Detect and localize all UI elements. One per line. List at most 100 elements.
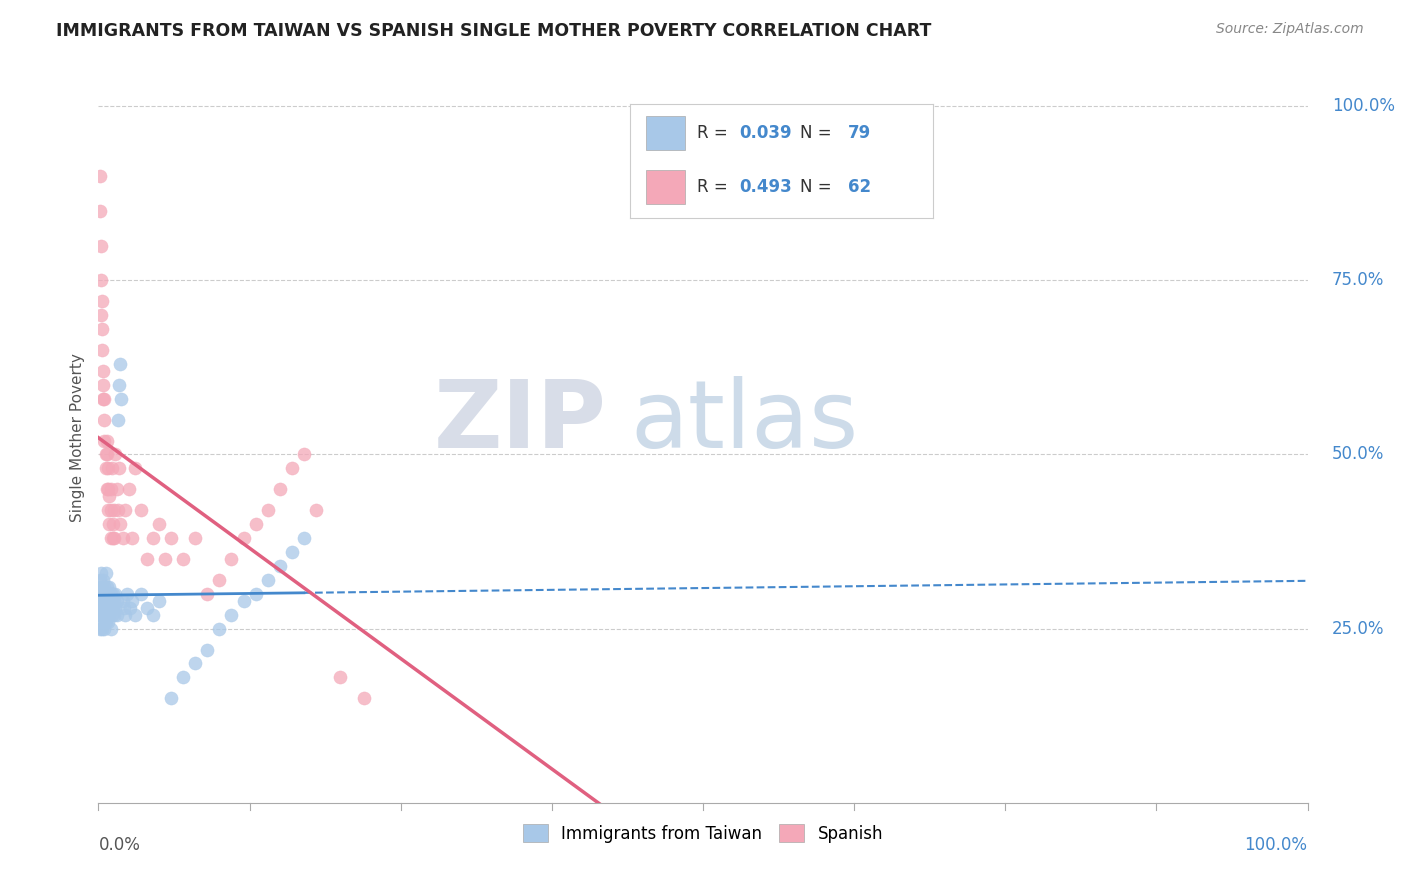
Point xyxy=(91,322,114,336)
Point xyxy=(118,483,141,497)
Point xyxy=(98,607,121,622)
Point xyxy=(110,392,132,406)
Point xyxy=(111,594,134,608)
Point xyxy=(91,600,114,615)
Point xyxy=(91,392,114,406)
Point xyxy=(281,545,304,559)
Point xyxy=(101,517,124,532)
Point xyxy=(114,607,136,622)
Point xyxy=(129,503,152,517)
Text: 25.0%: 25.0% xyxy=(1331,620,1385,638)
Point xyxy=(108,357,131,371)
Point xyxy=(93,412,115,426)
Point xyxy=(292,531,315,545)
Point xyxy=(221,552,243,566)
Point xyxy=(292,448,315,462)
Point xyxy=(100,607,122,622)
Point xyxy=(97,483,120,497)
Point xyxy=(90,273,112,287)
Point xyxy=(96,600,118,615)
Point xyxy=(98,594,121,608)
Point xyxy=(232,531,254,545)
Point xyxy=(281,461,304,475)
Text: 50.0%: 50.0% xyxy=(1331,445,1384,464)
Point xyxy=(91,587,114,601)
Point xyxy=(91,607,114,622)
Point xyxy=(135,600,157,615)
Point xyxy=(97,615,120,629)
Point xyxy=(90,566,112,580)
Point xyxy=(90,615,112,629)
Point xyxy=(91,594,114,608)
Point xyxy=(93,434,115,448)
Point xyxy=(100,587,122,601)
Point xyxy=(100,594,122,608)
Point xyxy=(89,607,111,622)
Point xyxy=(153,552,176,566)
Point xyxy=(107,503,129,517)
Point xyxy=(148,594,170,608)
Point xyxy=(94,448,117,462)
Point xyxy=(184,531,207,545)
Point xyxy=(94,587,117,601)
Point xyxy=(129,587,152,601)
Point xyxy=(118,600,141,615)
Point xyxy=(101,531,124,545)
Point xyxy=(245,517,267,532)
Point xyxy=(90,308,112,322)
Point xyxy=(160,531,183,545)
Point xyxy=(117,587,139,601)
Point xyxy=(124,461,146,475)
Point xyxy=(221,607,243,622)
Point xyxy=(256,573,278,587)
Point xyxy=(93,392,115,406)
Point xyxy=(96,448,118,462)
Point xyxy=(195,587,218,601)
Point xyxy=(93,622,115,636)
Point xyxy=(90,580,112,594)
Point xyxy=(97,600,120,615)
Point xyxy=(89,600,111,615)
Point xyxy=(329,670,352,684)
Point xyxy=(101,600,124,615)
Point xyxy=(111,531,134,545)
Text: 100.0%: 100.0% xyxy=(1244,836,1308,854)
Point xyxy=(91,573,114,587)
Point xyxy=(208,622,231,636)
Legend: Immigrants from Taiwan, Spanish: Immigrants from Taiwan, Spanish xyxy=(516,818,890,849)
Point xyxy=(103,531,125,545)
Text: Source: ZipAtlas.com: Source: ZipAtlas.com xyxy=(1216,22,1364,37)
Point xyxy=(100,531,122,545)
Point xyxy=(124,607,146,622)
Point xyxy=(96,607,118,622)
Point xyxy=(96,483,118,497)
Point xyxy=(91,580,114,594)
Point xyxy=(103,503,125,517)
Point xyxy=(105,594,128,608)
Point xyxy=(100,622,122,636)
Point xyxy=(89,587,111,601)
Point xyxy=(90,238,112,252)
Point xyxy=(90,600,112,615)
Point xyxy=(108,461,131,475)
Point xyxy=(121,531,143,545)
Point xyxy=(91,294,114,309)
Point xyxy=(91,622,114,636)
Point xyxy=(98,580,121,594)
Point xyxy=(90,607,112,622)
Point xyxy=(142,607,165,622)
Point xyxy=(269,558,291,573)
Point xyxy=(112,600,135,615)
Point xyxy=(96,434,118,448)
Point xyxy=(195,642,218,657)
Point xyxy=(97,587,120,601)
Point xyxy=(160,691,183,706)
Point xyxy=(98,517,121,532)
Point xyxy=(104,600,127,615)
Text: 75.0%: 75.0% xyxy=(1331,271,1384,289)
Point xyxy=(256,503,278,517)
Point xyxy=(121,594,143,608)
Point xyxy=(245,587,267,601)
Point xyxy=(94,566,117,580)
Point xyxy=(91,343,114,357)
